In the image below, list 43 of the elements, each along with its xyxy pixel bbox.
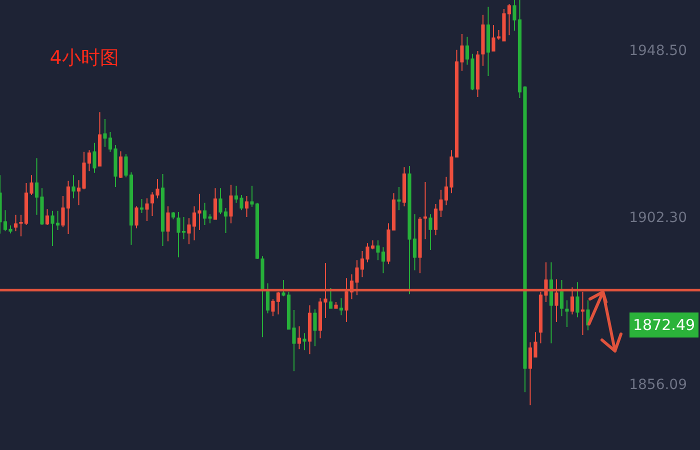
candlestick (308, 304, 312, 355)
candlestick (565, 300, 569, 328)
candlestick (160, 174, 165, 246)
y-tick-label: 1856.09 (629, 377, 687, 394)
text: 4小时图 (50, 46, 119, 69)
candlestick (229, 184, 233, 224)
candlestick (549, 262, 554, 344)
candlestick (313, 308, 317, 347)
candlestick (297, 326, 302, 350)
candlestick (45, 208, 50, 226)
candlestick (266, 282, 270, 314)
y-tick-label: 1948.50 (629, 42, 687, 59)
text: 1872.49 (633, 316, 696, 334)
candlestick (423, 181, 428, 240)
candlestick (14, 214, 18, 232)
candlestick (554, 278, 558, 322)
candlestick (334, 302, 338, 309)
candlestick (140, 198, 144, 214)
candlestick (402, 166, 406, 207)
candlestick (98, 112, 102, 167)
candlestick (481, 14, 485, 66)
candlestick (302, 332, 306, 351)
candlestick (328, 287, 333, 309)
candlestick (486, 6, 490, 76)
candlestick (397, 186, 401, 211)
candlestick (145, 198, 149, 222)
candlestick (418, 216, 422, 274)
candlestick (134, 206, 138, 229)
candlestick (476, 50, 480, 98)
candlestick (244, 196, 249, 218)
candlestick (92, 142, 96, 174)
candlestick (580, 291, 585, 336)
y-tick-label: 1902.30 (629, 210, 687, 226)
candlestick (576, 282, 580, 318)
candlestick (428, 214, 432, 250)
candlestick (570, 286, 574, 315)
candlestick (118, 150, 123, 178)
candlestick (171, 211, 176, 220)
candlestick (339, 298, 344, 316)
candlestick (166, 206, 170, 242)
candlestick (213, 188, 218, 220)
candlestick (560, 279, 564, 317)
candlestick (72, 174, 76, 199)
